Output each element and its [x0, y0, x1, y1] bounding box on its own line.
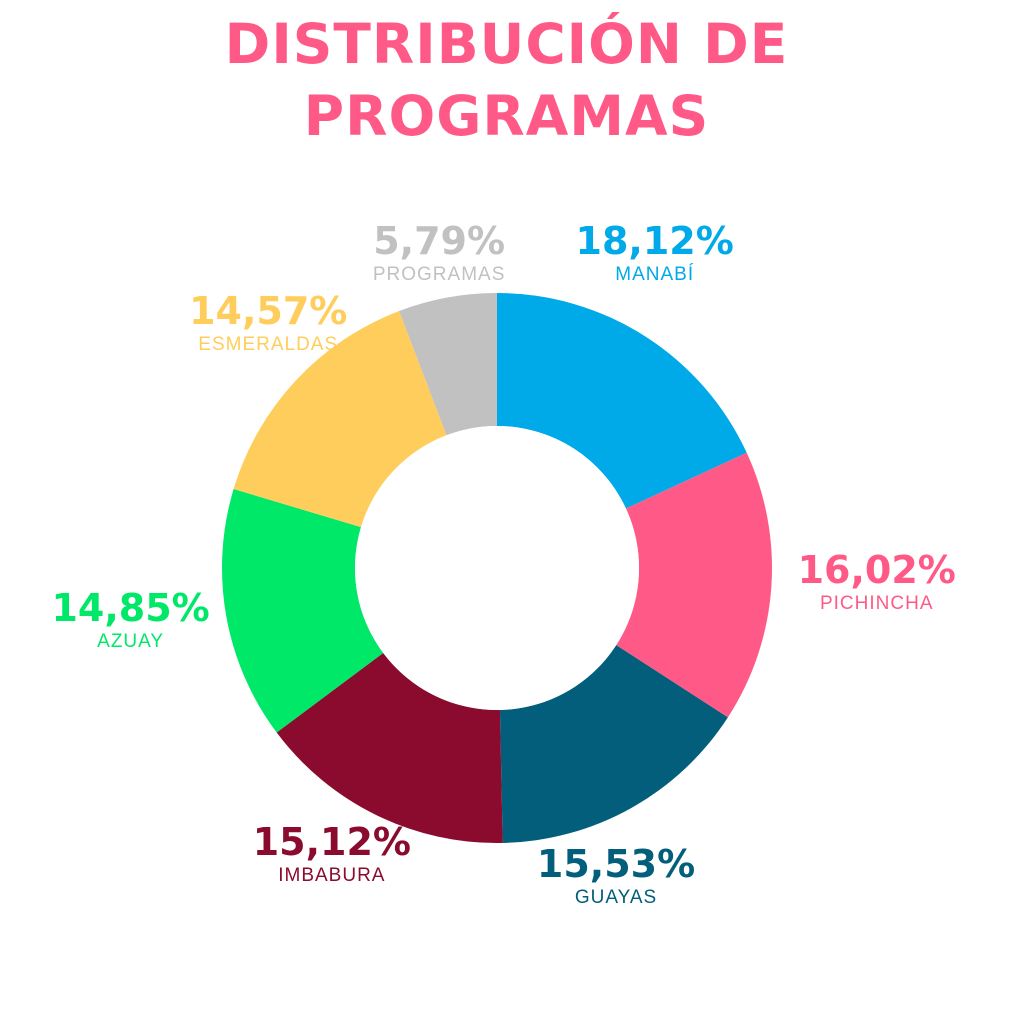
slice-label: 15,12% IMBABURA: [192, 820, 472, 888]
slice-category-label: PICHINCHA: [819, 592, 934, 614]
slice-manabi: [497, 293, 747, 509]
slice-label: 18,12% MANABÍ: [515, 219, 795, 287]
slice-label: 14,57% ESMERALDAS: [128, 289, 408, 357]
slice-pichincha: [616, 452, 772, 718]
slice-category-label: GUAYAS: [574, 886, 658, 908]
slice-percent-label: 15,12%: [252, 819, 411, 864]
slice-label: 15,53% GUAYAS: [476, 842, 756, 910]
slice-category-label: ESMERALDAS: [198, 334, 339, 356]
donut-hole: [355, 426, 639, 710]
slice-imbabura: [276, 652, 503, 844]
slice-azuay: [221, 488, 384, 733]
chart-title-line-1: DISTRIBUCIÓN DE: [224, 12, 789, 76]
slice-category-label: AZUAY: [97, 630, 165, 652]
slice-label: 16,02% PICHINCHA: [737, 548, 1013, 616]
slice-percent-label: 16,02%: [797, 547, 956, 592]
slice-esmeraldas: [233, 310, 447, 528]
slice-percent-label: 14,85%: [51, 585, 210, 630]
slice-category-label: MANABÍ: [615, 264, 695, 286]
slice-label: 5,79% PROGRAMAS: [299, 219, 579, 287]
slice-percent-label: 18,12%: [575, 219, 734, 264]
slice-label: 14,85% AZUAY: [0, 586, 271, 654]
slice-percent-label: 5,79%: [373, 219, 506, 264]
slice-category-label: PROGRAMAS: [372, 264, 506, 286]
slice-percent-label: 15,53%: [536, 841, 696, 886]
slice-guayas: [499, 645, 728, 843]
slice-percent-label: 14,57%: [189, 289, 348, 334]
chart-title-line-2: PROGRAMAS: [303, 84, 710, 148]
slice-category-label: IMBABURA: [278, 864, 386, 886]
slice-programas: [399, 293, 497, 436]
chart-title: DISTRIBUCIÓN DE PROGRAMAS: [0, 8, 1013, 152]
